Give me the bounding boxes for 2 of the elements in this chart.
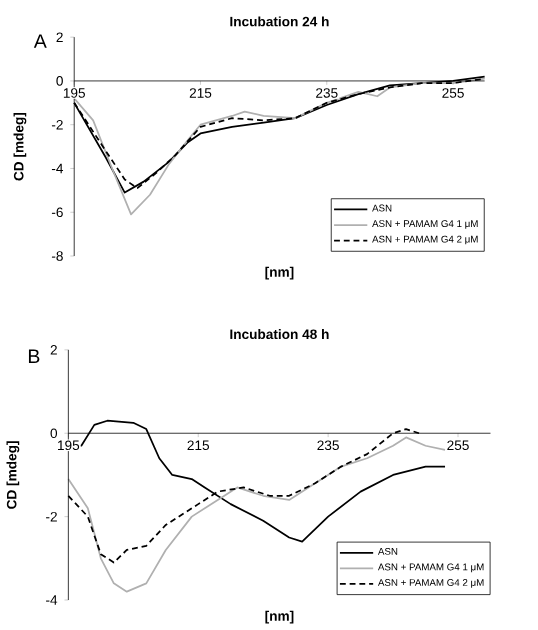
text: A	[34, 34, 48, 48]
text: B	[29, 349, 40, 363]
